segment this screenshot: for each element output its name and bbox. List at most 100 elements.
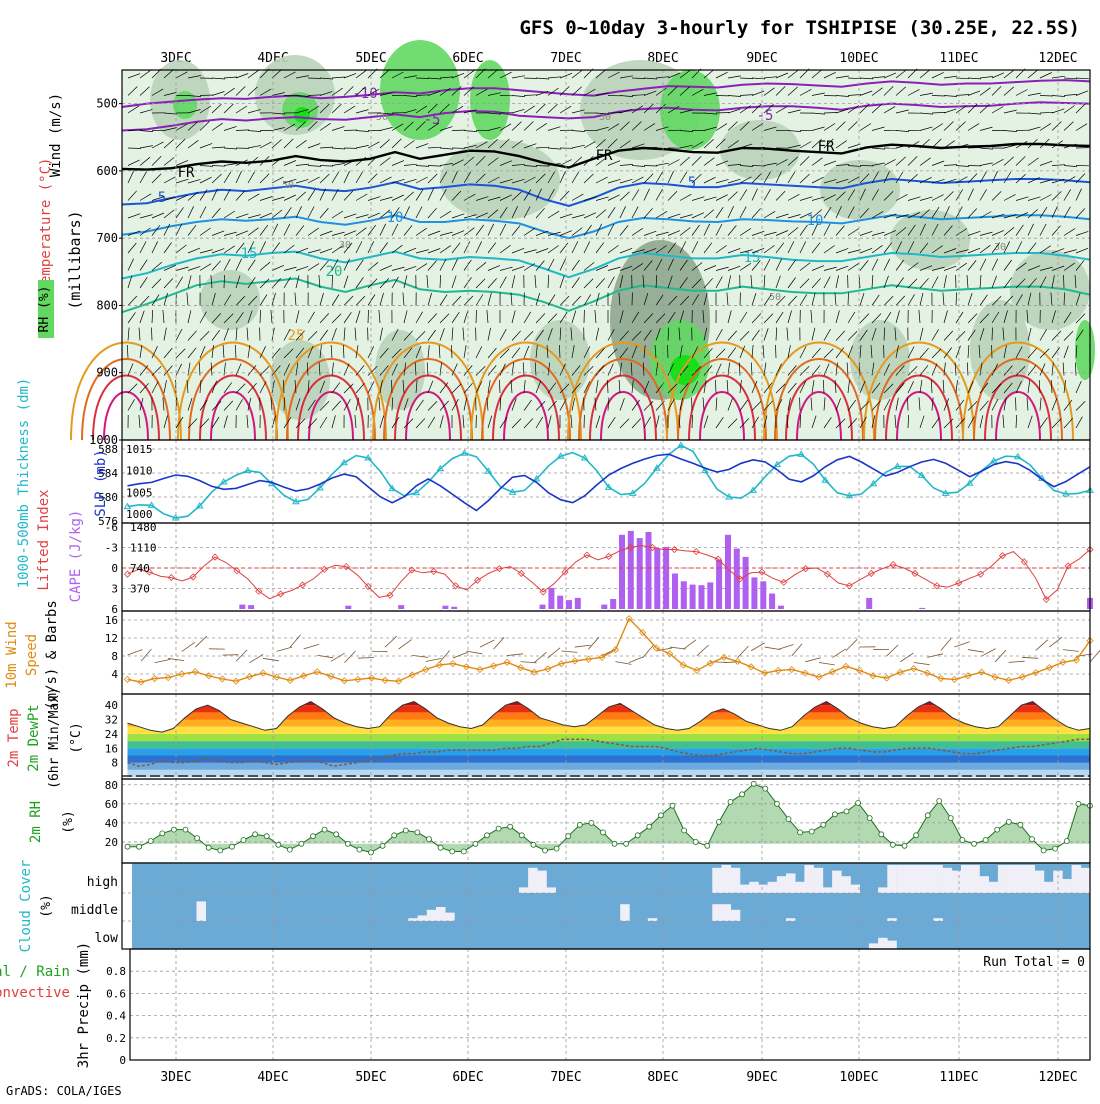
surface-barb-1 xyxy=(141,649,151,661)
rh2m-axis-label: 2m RH xyxy=(28,801,44,843)
pressure-tick-0: 500 xyxy=(96,97,118,111)
rh-patch-22 xyxy=(1075,320,1095,380)
cape-bar-57 xyxy=(628,531,634,609)
rh2m-point-49 xyxy=(693,839,698,844)
rh2m-point-43 xyxy=(624,841,629,846)
cape-bar-51 xyxy=(575,598,581,609)
rh2m-point-57 xyxy=(786,817,791,822)
cloud-middle-label: middle xyxy=(71,903,118,918)
cloud-middle-cell-63 xyxy=(712,904,722,921)
rh2m-point-69 xyxy=(925,813,930,818)
wind-barb-452 xyxy=(752,166,765,167)
cloud-high-cell-94 xyxy=(998,865,1008,893)
surface-barb-21 xyxy=(412,655,428,657)
precip-tick-2: 0.4 xyxy=(106,1010,126,1023)
temp-band-10 xyxy=(122,698,1090,705)
cape-bar-50 xyxy=(566,600,572,609)
cloud-high-cell-81 xyxy=(878,887,888,893)
cape-bar-74 xyxy=(778,606,784,609)
temp-unit-label: (°C) xyxy=(69,722,84,753)
surface-barb-27 xyxy=(494,637,505,649)
chart-title: GFS 0~10day 3-hourly for TSHIPISE (30.25… xyxy=(519,17,1080,39)
wind-tick-2: 12 xyxy=(105,632,118,645)
surface-barb-53 xyxy=(846,639,857,650)
cloud-high-cell-83 xyxy=(897,865,907,893)
surface-barb-49 xyxy=(792,644,802,656)
rh2m-point-42 xyxy=(612,841,617,846)
day-label-bottom-6: 9DEC xyxy=(746,1070,777,1085)
surface-barb-56 xyxy=(887,645,898,656)
cloud-high-label: high xyxy=(87,875,118,890)
rh2m-point-80 xyxy=(1053,846,1058,851)
surface-barb-16 xyxy=(344,651,355,663)
rh2m-point-59 xyxy=(809,829,814,834)
wind-tick-0: 4 xyxy=(111,668,118,681)
rh2m-point-52 xyxy=(728,799,733,804)
cape-bar-56 xyxy=(619,535,625,609)
pressure-tick-3: 800 xyxy=(96,298,118,312)
lifted-tick-3: -3 xyxy=(105,542,118,555)
wind-barb-24 xyxy=(416,78,429,79)
temp-band-8 xyxy=(122,712,1090,719)
surface-barb-65 xyxy=(1009,661,1025,662)
cloud-middle-cell-82 xyxy=(887,918,897,921)
rh2m-point-14 xyxy=(287,847,292,852)
cloud-high-cell-65 xyxy=(731,868,741,893)
rh2m-point-22 xyxy=(380,843,385,848)
cape-bar-36 xyxy=(442,606,448,609)
rh2m-point-27 xyxy=(438,845,443,850)
cloud-middle-cell-65 xyxy=(731,910,741,921)
cloud-middle-cell-31 xyxy=(418,915,428,921)
cape-tick-1: 740 xyxy=(130,562,150,575)
rh2m-point-79 xyxy=(1041,848,1046,853)
cloud-high-cell-67 xyxy=(749,882,759,893)
cape-bar-84 xyxy=(866,598,872,609)
day-label-bottom-7: 10DEC xyxy=(839,1070,878,1085)
cloud-high-cell-95 xyxy=(1007,865,1017,893)
surface-barb-40 xyxy=(670,647,686,649)
rh-patch-13 xyxy=(820,160,900,220)
rh2m-point-44 xyxy=(635,833,640,838)
wind-barb-1647 xyxy=(692,415,693,428)
rh2m-point-47 xyxy=(670,803,675,808)
rh2m-point-11 xyxy=(253,832,258,837)
rh2m-point-76 xyxy=(1006,819,1011,824)
precip-axis-label: 3hr Precip (mm) xyxy=(76,942,92,1068)
rh2m-point-46 xyxy=(658,813,663,818)
rh2m-point-23 xyxy=(392,833,397,838)
cloud-high-cell-64 xyxy=(722,865,732,893)
surface-barb-37 xyxy=(629,657,644,663)
precip-frame xyxy=(130,949,1090,1060)
cloud-high-cell-42 xyxy=(519,887,529,893)
cloud-axis-label: Cloud Cover xyxy=(18,860,34,953)
cape-bar-68 xyxy=(725,535,731,609)
temp-band-5 xyxy=(122,734,1090,741)
cape-bar-73 xyxy=(769,594,775,610)
cape-bar-71 xyxy=(751,577,757,609)
cloud-high-cell-89 xyxy=(952,871,962,893)
wind-barb-1202 xyxy=(152,328,153,341)
cloud-high-cell-75 xyxy=(823,887,833,893)
day-label-top-9: 12DEC xyxy=(1038,51,1077,66)
day-label-top-6: 9DEC xyxy=(746,51,777,66)
cloud-high-cell-102 xyxy=(1072,865,1082,893)
cape-bar-49 xyxy=(557,596,563,609)
minmax-axis-label: (6hr Min/Max) xyxy=(47,687,62,789)
surface-barb-28 xyxy=(507,654,523,656)
surface-barb-9 xyxy=(250,654,264,662)
surface-barb-42 xyxy=(697,645,709,656)
rh2m-point-35 xyxy=(531,842,536,847)
rh2m-point-70 xyxy=(937,799,942,804)
temp-tick-4: 40 xyxy=(105,699,118,712)
rh-axis-label: RH (%) xyxy=(37,286,52,333)
lifted-tick-1: 3 xyxy=(111,583,118,596)
precip-tick-0: 0 xyxy=(119,1054,126,1067)
cape-bar-31 xyxy=(398,605,404,609)
rh2m-point-38 xyxy=(566,834,571,839)
contour-label-10: 15 xyxy=(241,246,258,262)
surface-barb-10 xyxy=(263,658,279,661)
pressure-axis-label: (millibars) xyxy=(66,210,84,309)
contour-label-4: FR xyxy=(596,148,613,164)
cloud-high-cell-98 xyxy=(1035,871,1045,893)
surface-barb-41 xyxy=(683,640,696,650)
